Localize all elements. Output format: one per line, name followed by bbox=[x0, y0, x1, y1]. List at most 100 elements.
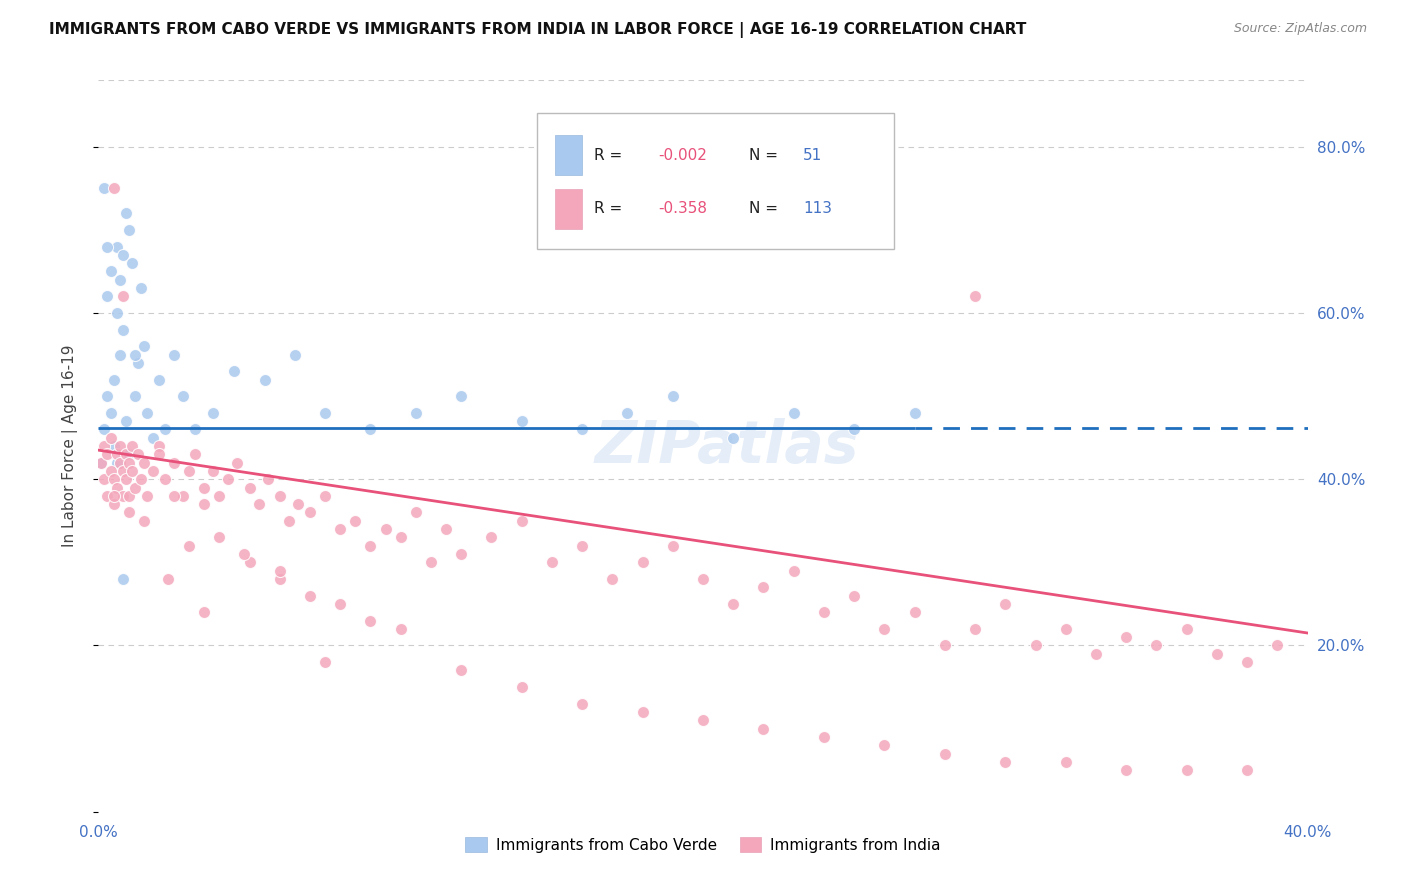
Point bbox=[108, 456, 131, 470]
Point bbox=[420, 555, 443, 569]
Point bbox=[284, 347, 307, 362]
Point bbox=[723, 597, 745, 611]
Point bbox=[118, 447, 141, 461]
Point bbox=[783, 564, 806, 578]
Point bbox=[873, 738, 896, 752]
Point bbox=[844, 589, 866, 603]
Point bbox=[661, 539, 683, 553]
Point bbox=[142, 464, 165, 478]
Bar bbox=[555, 188, 582, 228]
Y-axis label: In Labor Force | Age 16-19: In Labor Force | Age 16-19 bbox=[62, 344, 77, 548]
Point bbox=[314, 655, 336, 669]
Point bbox=[1144, 639, 1167, 653]
Point bbox=[163, 489, 186, 503]
Point bbox=[121, 256, 143, 270]
Point bbox=[405, 506, 427, 520]
Point bbox=[193, 497, 215, 511]
Point bbox=[103, 372, 125, 386]
Point bbox=[148, 439, 170, 453]
Point bbox=[153, 422, 176, 436]
Point bbox=[904, 605, 927, 619]
Point bbox=[1236, 655, 1258, 669]
Point bbox=[118, 489, 141, 503]
Point bbox=[904, 406, 927, 420]
Point bbox=[184, 422, 207, 436]
Text: R =: R = bbox=[595, 148, 623, 162]
Point bbox=[752, 580, 775, 594]
Text: IMMIGRANTS FROM CABO VERDE VS IMMIGRANTS FROM INDIA IN LABOR FORCE | AGE 16-19 C: IMMIGRANTS FROM CABO VERDE VS IMMIGRANTS… bbox=[49, 22, 1026, 38]
Point bbox=[179, 539, 201, 553]
Point bbox=[118, 223, 141, 237]
Point bbox=[450, 389, 472, 403]
Point bbox=[105, 481, 128, 495]
Point bbox=[93, 422, 115, 436]
Point bbox=[1236, 763, 1258, 777]
Point bbox=[450, 664, 472, 678]
Text: Source: ZipAtlas.com: Source: ZipAtlas.com bbox=[1233, 22, 1367, 36]
Point bbox=[239, 555, 262, 569]
Point bbox=[111, 489, 134, 503]
Point bbox=[1175, 763, 1198, 777]
Point bbox=[299, 589, 322, 603]
Point bbox=[103, 472, 125, 486]
Point bbox=[1115, 630, 1137, 644]
Point bbox=[1267, 639, 1289, 653]
Point bbox=[360, 539, 382, 553]
Point bbox=[96, 447, 118, 461]
Point bbox=[202, 464, 225, 478]
Point bbox=[1085, 647, 1108, 661]
Point bbox=[783, 406, 806, 420]
Point bbox=[100, 264, 122, 278]
Point bbox=[111, 323, 134, 337]
Legend: Immigrants from Cabo Verde, Immigrants from India: Immigrants from Cabo Verde, Immigrants f… bbox=[460, 831, 946, 859]
Point bbox=[156, 572, 179, 586]
Point bbox=[124, 389, 146, 403]
Point bbox=[163, 456, 186, 470]
Point bbox=[114, 414, 136, 428]
Point bbox=[111, 289, 134, 303]
Point bbox=[93, 439, 115, 453]
Point bbox=[148, 372, 170, 386]
Point bbox=[93, 472, 115, 486]
Point bbox=[965, 622, 987, 636]
Point bbox=[434, 522, 457, 536]
Bar bbox=[555, 136, 582, 176]
Point bbox=[510, 680, 533, 694]
Text: R =: R = bbox=[595, 202, 623, 216]
Point bbox=[299, 506, 322, 520]
Point bbox=[193, 605, 215, 619]
Point bbox=[129, 281, 152, 295]
Point bbox=[934, 639, 956, 653]
Point bbox=[121, 464, 143, 478]
Point bbox=[111, 464, 134, 478]
Point bbox=[127, 356, 149, 370]
Point bbox=[118, 506, 141, 520]
Point bbox=[124, 347, 146, 362]
Point bbox=[1054, 755, 1077, 769]
Point bbox=[540, 555, 562, 569]
FancyBboxPatch shape bbox=[537, 113, 894, 249]
Point bbox=[103, 497, 125, 511]
Point bbox=[994, 597, 1017, 611]
Point bbox=[1115, 763, 1137, 777]
Point bbox=[253, 372, 276, 386]
Point bbox=[723, 431, 745, 445]
Point bbox=[571, 539, 593, 553]
Point bbox=[202, 406, 225, 420]
Point bbox=[344, 514, 367, 528]
Point bbox=[405, 406, 427, 420]
Point bbox=[127, 447, 149, 461]
Point bbox=[118, 456, 141, 470]
Point bbox=[105, 447, 128, 461]
Point bbox=[121, 439, 143, 453]
Point bbox=[994, 755, 1017, 769]
Point bbox=[873, 622, 896, 636]
Point bbox=[108, 273, 131, 287]
Text: ZIPatlas: ZIPatlas bbox=[595, 417, 859, 475]
Point bbox=[132, 456, 155, 470]
Point bbox=[226, 456, 249, 470]
Point bbox=[114, 206, 136, 220]
Point bbox=[277, 514, 299, 528]
Point bbox=[602, 572, 624, 586]
Point bbox=[129, 472, 152, 486]
